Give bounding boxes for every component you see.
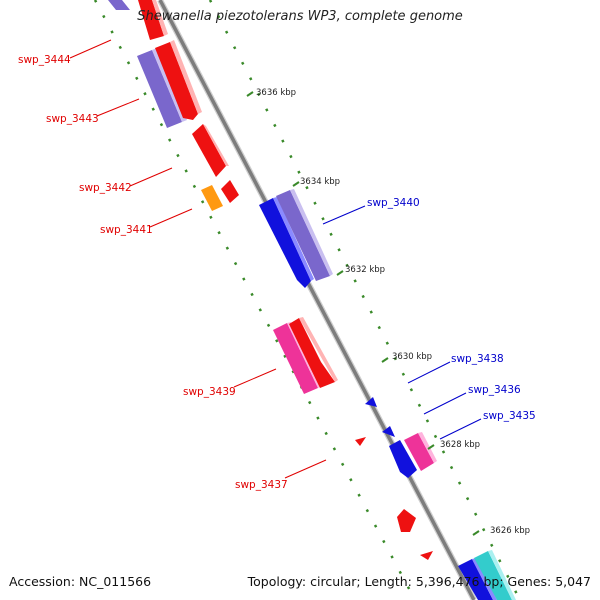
- gene-label-swp_3438[interactable]: swp_3438: [451, 353, 504, 365]
- gene-label-swp_3435[interactable]: swp_3435: [483, 410, 536, 422]
- leader-line: [129, 167, 173, 187]
- gene-label-swp_3437[interactable]: swp_3437: [235, 479, 288, 491]
- accession-text: Accession: NC_011566: [9, 574, 152, 589]
- gene-feature-swp_3435[interactable]: [389, 432, 437, 478]
- inner-scale-track: [93, 0, 417, 600]
- tick-mark: [427, 444, 435, 450]
- genome-backbone-core: [158, 0, 476, 600]
- leader-line: [322, 205, 366, 225]
- gene-label-swp_3440[interactable]: swp_3440: [367, 197, 420, 209]
- gene-label-swp_3444[interactable]: swp_3444: [18, 54, 71, 66]
- gene-label-swp_3436[interactable]: swp_3436: [468, 384, 521, 396]
- gene-feature-cyan[interactable]: [458, 550, 516, 600]
- tick-mark: [381, 357, 389, 363]
- scale-ticks: 3636 kbp 3634 kbp 3632 kbp 3630 kbp 3628…: [246, 88, 530, 536]
- leader-line: [439, 418, 482, 440]
- genome-summary-text: Topology: circular; Length: 5,396,476 bp…: [247, 574, 591, 589]
- leader-line: [407, 361, 451, 384]
- gene-feature-swp_3443[interactable]: [137, 40, 202, 128]
- leader-line: [423, 392, 467, 415]
- tick-label-3626: 3626 kbp: [490, 526, 530, 536]
- gene-label-swp_3442[interactable]: swp_3442: [79, 182, 132, 194]
- gene-feature-swp_3441[interactable]: [201, 180, 239, 211]
- gene-feature-swp_3440[interactable]: [259, 189, 333, 288]
- gene-label-swp_3443[interactable]: swp_3443: [46, 113, 99, 125]
- tick-label-3630: 3630 kbp: [392, 352, 432, 362]
- tick-mark: [246, 91, 254, 97]
- tick-label-3632: 3632 kbp: [345, 265, 385, 275]
- gene-feature-swp_3439[interactable]: [273, 317, 338, 394]
- gene-feature-swp_3442[interactable]: [192, 124, 229, 177]
- leader-line: [69, 39, 112, 59]
- leader-line: [233, 368, 277, 388]
- tick-mark: [336, 270, 344, 276]
- tick-label-3636: 3636 kbp: [256, 88, 296, 98]
- tick-label-3634: 3634 kbp: [300, 177, 340, 187]
- gene-label-swp_3439[interactable]: swp_3439: [183, 386, 236, 398]
- leader-line: [149, 208, 193, 228]
- gene-feature-small-red-2[interactable]: [420, 551, 433, 560]
- gene-feature-swp_3444[interactable]: [108, 0, 168, 40]
- gene-feature-swp_3436[interactable]: [382, 426, 395, 437]
- leader-line: [96, 98, 140, 117]
- leader-line: [284, 459, 327, 479]
- tick-label-3628: 3628 kbp: [440, 440, 480, 450]
- genome-title: Shewanella piezotolerans WP3, complete g…: [137, 9, 463, 24]
- gene-feature-small-red-1[interactable]: [397, 509, 416, 532]
- gene-feature-swp_3437[interactable]: [355, 437, 366, 446]
- gene-feature-swp_3438[interactable]: [365, 397, 377, 407]
- tick-mark: [472, 530, 480, 536]
- tick-mark: [292, 181, 300, 187]
- gene-label-swp_3441[interactable]: swp_3441: [100, 224, 153, 236]
- gene-labels: swp_3444 swp_3443 swp_3442 swp_3441 swp_…: [18, 39, 536, 491]
